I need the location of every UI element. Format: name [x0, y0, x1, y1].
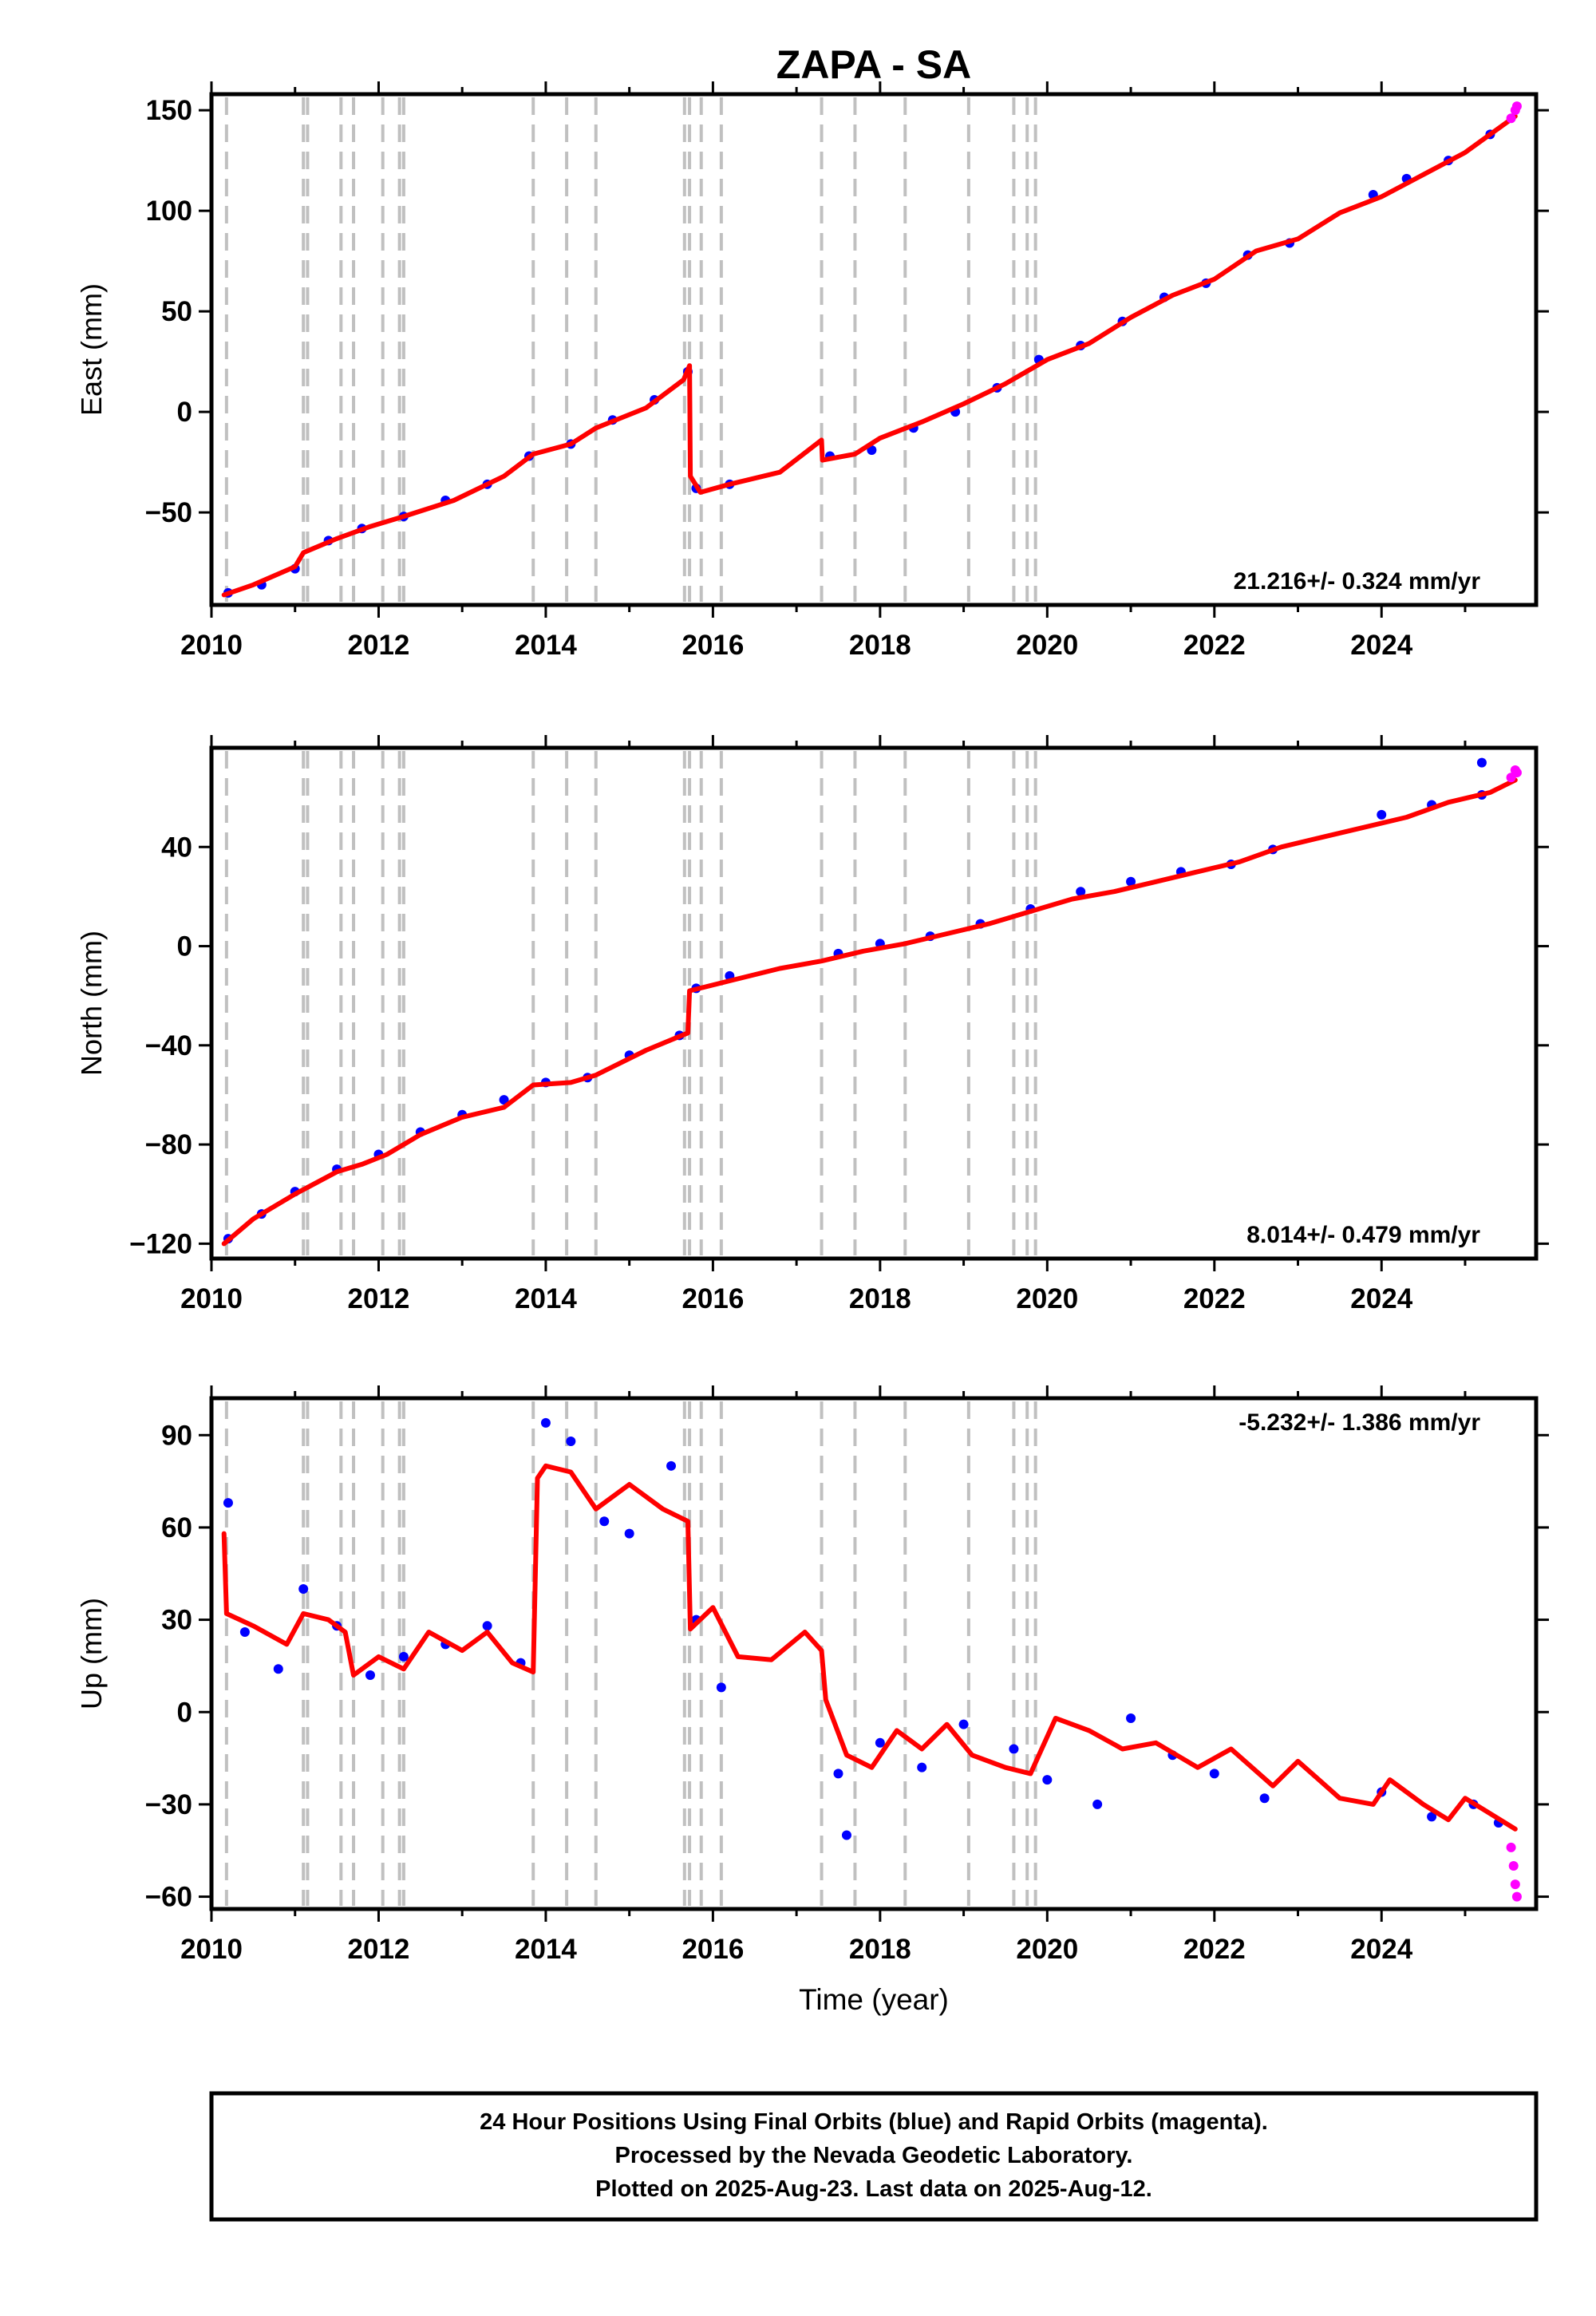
- x-tick-label-up-2: 2014: [515, 1934, 577, 1965]
- final-point-north-27: [1476, 757, 1487, 768]
- rate-label-up: -5.232+/- 1.386 mm/yr: [1238, 1409, 1480, 1436]
- y-tick-label-east-2: 50: [161, 296, 192, 327]
- x-tick-label-up-4: 2018: [849, 1934, 911, 1965]
- x-tick-label-up-5: 2020: [1016, 1934, 1078, 1965]
- x-tick-label-north-2: 2014: [515, 1283, 577, 1314]
- final-point-up-19: [875, 1737, 885, 1748]
- plot-frame-up: [209, 1396, 1539, 1911]
- final-point-up-0: [223, 1498, 233, 1508]
- x-tick-label-up-3: 2016: [681, 1934, 744, 1965]
- final-point-up-8: [482, 1621, 492, 1631]
- x-tick-label-up-1: 2012: [348, 1934, 410, 1965]
- rapid-point-east-2: [1511, 101, 1522, 112]
- footer-box: 24 Hour Positions Using Final Orbits (bl…: [209, 2091, 1539, 2222]
- x-tick-label-north-4: 2018: [849, 1283, 911, 1314]
- rapid-point-up-1: [1508, 1861, 1519, 1871]
- x-tick-label-east-1: 2012: [348, 630, 410, 661]
- footer-line-1: 24 Hour Positions Using Final Orbits (bl…: [480, 2109, 1268, 2135]
- chart-title: ZAPA - SA: [776, 42, 971, 87]
- footer-line-3: Plotted on 2025-Aug-23. Last data on 202…: [595, 2176, 1152, 2202]
- rate-label-east: 21.216+/- 0.324 mm/yr: [1234, 568, 1481, 595]
- y-tick-label-up-5: 90: [161, 1420, 192, 1451]
- x-axis-label: Time (year): [799, 1983, 949, 2016]
- final-point-up-5: [365, 1670, 375, 1680]
- final-point-up-1: [239, 1627, 250, 1638]
- plot-frame-east: [209, 92, 1539, 607]
- final-point-up-25: [1126, 1713, 1136, 1723]
- panel-up: 2010 2012 2014 2016 2018 2020 2022 2024 −60 −30 0 3…: [75, 1385, 1549, 1965]
- final-point-up-18: [841, 1830, 851, 1840]
- final-point-up-17: [833, 1769, 843, 1779]
- final-point-up-28: [1259, 1793, 1270, 1804]
- x-tick-label-up-0: 2010: [180, 1934, 243, 1965]
- x-tick-label-east-3: 2016: [681, 630, 744, 661]
- y-tick-label-north-1: −80: [145, 1129, 192, 1160]
- y-tick-label-north-2: −40: [145, 1030, 192, 1061]
- x-tick-label-east-5: 2020: [1016, 630, 1078, 661]
- final-point-north-7: [499, 1095, 509, 1105]
- y-tick-label-up-1: −30: [145, 1789, 192, 1820]
- x-tick-label-north-6: 2022: [1183, 1283, 1246, 1314]
- x-tick-label-east-2: 2014: [515, 630, 577, 661]
- x-tick-label-up-6: 2022: [1183, 1934, 1246, 1965]
- x-tick-label-east-6: 2022: [1183, 630, 1246, 661]
- final-point-up-20: [917, 1762, 927, 1773]
- y-axis-label-east: East (mm): [75, 283, 108, 416]
- final-point-up-12: [599, 1516, 610, 1527]
- model-line-up: [221, 1463, 1518, 1832]
- x-tick-label-north-5: 2020: [1016, 1283, 1078, 1314]
- final-point-up-22: [1009, 1744, 1019, 1754]
- y-tick-label-north-3: 0: [177, 931, 192, 962]
- final-point-up-11: [566, 1436, 576, 1446]
- x-tick-label-north-0: 2010: [180, 1283, 243, 1314]
- rapid-point-north-2: [1511, 768, 1522, 778]
- final-point-up-27: [1209, 1769, 1219, 1779]
- x-tick-label-north-3: 2016: [681, 1283, 744, 1314]
- final-point-north-24: [1377, 809, 1387, 820]
- panel-north: 2010 2012 2014 2016 2018 2020 2022 2024 −120 −80 −…: [75, 735, 1549, 1314]
- y-tick-label-up-4: 60: [161, 1512, 192, 1543]
- rapid-point-up-0: [1506, 1842, 1516, 1852]
- final-point-up-21: [958, 1719, 969, 1729]
- final-point-up-24: [1092, 1799, 1103, 1809]
- rapid-point-up-3: [1511, 1891, 1522, 1902]
- y-tick-label-north-4: 40: [161, 832, 192, 863]
- final-point-up-6: [398, 1651, 409, 1662]
- y-tick-label-east-4: 150: [146, 95, 192, 126]
- final-point-up-3: [298, 1584, 309, 1595]
- x-tick-label-east-4: 2018: [849, 630, 911, 661]
- final-point-north-19: [1076, 887, 1086, 897]
- final-point-up-16: [716, 1682, 726, 1693]
- final-point-up-23: [1042, 1775, 1053, 1785]
- y-tick-label-up-3: 30: [161, 1605, 192, 1636]
- x-tick-label-north-7: 2024: [1350, 1283, 1412, 1314]
- y-axis-label-up: Up (mm): [75, 1598, 108, 1709]
- final-point-up-14: [666, 1460, 677, 1471]
- footer-line-2: Processed by the Nevada Geodetic Laborat…: [615, 2143, 1133, 2168]
- final-point-north-20: [1126, 876, 1136, 887]
- panel-east: 2010 2012 2014 2016 2018 2020 2022 2024 −50 0 50 10…: [75, 81, 1549, 661]
- final-point-up-30: [1427, 1812, 1437, 1822]
- y-tick-label-east-3: 100: [146, 196, 192, 227]
- rapid-point-east-0: [1506, 113, 1516, 124]
- x-tick-label-east-0: 2010: [180, 630, 243, 661]
- y-tick-label-east-0: −50: [145, 497, 192, 528]
- model-line-north: [221, 777, 1518, 1247]
- rapid-point-up-2: [1510, 1879, 1520, 1890]
- x-tick-label-north-1: 2012: [348, 1283, 410, 1314]
- y-tick-label-north-0: −120: [129, 1228, 192, 1259]
- y-tick-label-up-2: 0: [177, 1697, 192, 1728]
- final-point-up-2: [273, 1664, 283, 1674]
- rate-label-north: 8.014+/- 0.479 mm/yr: [1246, 1222, 1480, 1248]
- y-tick-label-east-1: 0: [177, 397, 192, 428]
- y-axis-label-north: North (mm): [75, 931, 108, 1076]
- y-tick-label-up-0: −60: [145, 1882, 192, 1913]
- x-tick-label-up-7: 2024: [1350, 1934, 1412, 1965]
- final-point-up-10: [540, 1417, 551, 1428]
- x-tick-label-east-7: 2024: [1350, 630, 1412, 661]
- final-point-up-13: [624, 1528, 634, 1539]
- model-line-east: [221, 113, 1518, 598]
- plot-frame-north: [209, 745, 1539, 1261]
